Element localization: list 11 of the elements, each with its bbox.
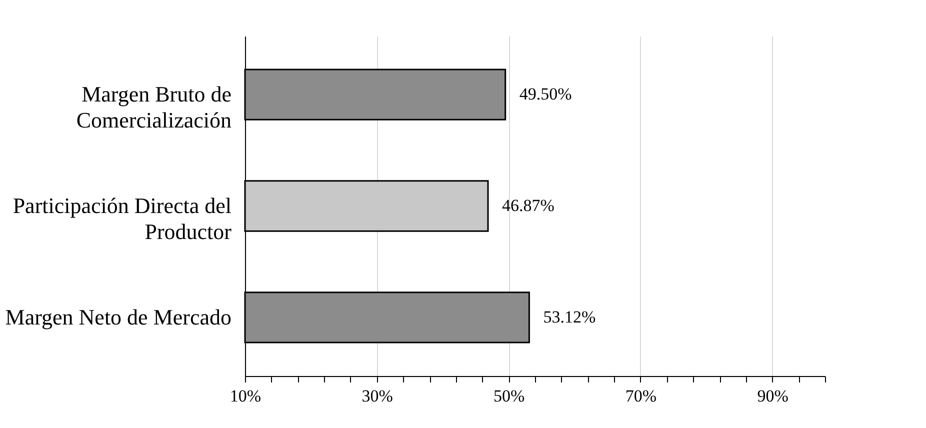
- x-tick-label: 50%: [494, 386, 525, 406]
- data-label: 53.12%: [543, 307, 596, 326]
- x-tick-label: 70%: [625, 386, 657, 406]
- data-label: 49.50%: [519, 84, 572, 104]
- y-tick-label: Margen Neto de Mercado: [5, 304, 232, 330]
- y-tick-label: Margen Bruto de Comercialización: [76, 82, 232, 133]
- y-tick-label: Participación Directa del Productor: [12, 193, 232, 244]
- x-tick-label: 10%: [230, 386, 262, 406]
- x-tick-label: 90%: [757, 386, 788, 406]
- data-label: 46.87%: [502, 196, 554, 215]
- x-tick-label: 30%: [362, 386, 393, 406]
